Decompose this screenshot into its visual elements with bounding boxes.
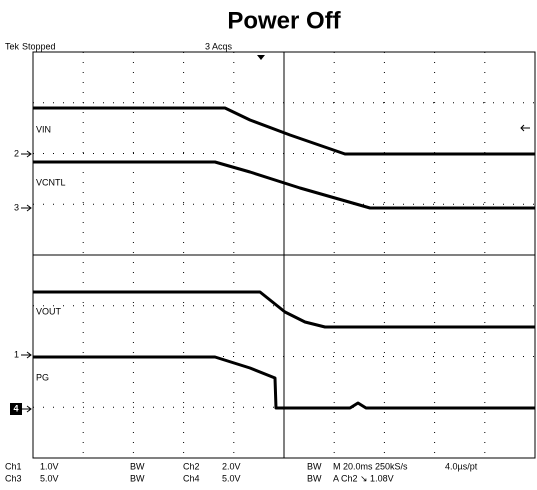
trigger-position	[257, 55, 265, 60]
marker-arrow	[21, 351, 32, 359]
trace-label: VCNTL	[36, 177, 66, 187]
acquisitions: 3 Acqs	[205, 41, 233, 51]
footer-item: Ch3	[5, 473, 22, 483]
footer-item: BW	[130, 461, 145, 471]
footer-item: Ch2	[183, 461, 200, 471]
ground-marker: 4	[13, 403, 18, 413]
footer-item: BW	[130, 473, 145, 483]
ground-marker: 1	[14, 349, 19, 359]
brand: Tek	[5, 41, 20, 51]
footer-item: BW	[307, 473, 322, 483]
trace-vout	[33, 290, 535, 329]
status: Stopped	[22, 41, 56, 51]
title: Power Off	[227, 7, 341, 34]
ground-marker: 2	[14, 148, 19, 158]
footer-item: Ch1	[5, 461, 22, 471]
trace-label: VOUT	[36, 306, 62, 316]
marker-arrow	[21, 204, 32, 212]
footer-item: 2.0V	[222, 461, 241, 471]
trigger-level	[520, 124, 530, 132]
marker-box	[10, 403, 22, 415]
trace-pg	[33, 355, 535, 410]
trace-vcntl	[33, 160, 535, 210]
trace-label: PG	[36, 372, 49, 382]
footer-item: Ch4	[183, 473, 200, 483]
trace-vin	[33, 106, 535, 156]
footer-item: 5.0V	[222, 473, 241, 483]
ground-marker: 3	[14, 202, 19, 212]
footer-item: A Ch2 ↘ 1.08V	[333, 473, 394, 483]
marker-arrow	[22, 405, 32, 413]
footer-item: 5.0V	[40, 473, 59, 483]
trace-label: VIN	[36, 124, 51, 134]
footer-item: BW	[307, 461, 322, 471]
footer-item: 4.0µs/pt	[445, 461, 478, 471]
marker-arrow	[21, 150, 32, 158]
footer-item: 1.0V	[40, 461, 59, 471]
footer: Ch1 1.0V BW Ch2 2.0V BW M 20.0ms 250kS/s 4.0µs/…	[5, 461, 478, 483]
footer-item: M 20.0ms 250kS/s	[333, 461, 408, 471]
